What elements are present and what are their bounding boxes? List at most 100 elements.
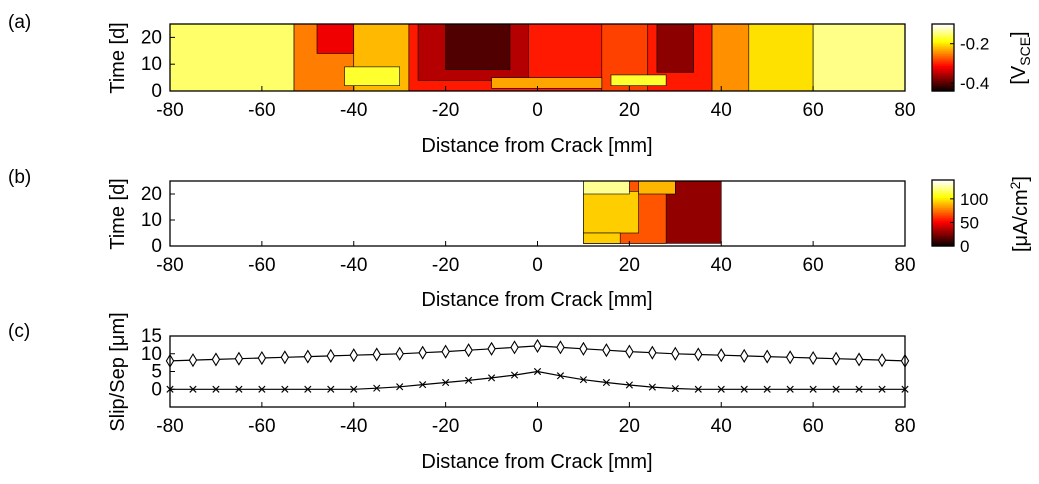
diamond-marker [441,344,450,359]
x-tick-label: -80 [156,416,183,437]
colorbar-tick-label: -0.2 [960,35,989,54]
x-marker [694,385,702,393]
x-axis-label-a: Distance from Crack [mm] [421,135,652,157]
heatmap-region [583,180,630,195]
colorbar-segment [932,224,954,227]
colorbar-segment [932,216,954,219]
diamond-marker [395,346,404,361]
x-marker [510,371,519,379]
colorbar-segment [932,221,954,224]
x-tick-label: -80 [156,255,183,276]
colorbar-segment [932,30,954,33]
colorbar-segment [932,208,954,211]
x-tick-label: -60 [248,416,275,437]
x-marker [556,372,565,380]
colorbar-segment [932,87,954,90]
diamond-marker [211,352,221,367]
colorbar-segment [932,229,954,232]
heatmap-region [344,66,400,86]
x-tick-label: -20 [432,255,459,276]
colorbar-segment [932,206,954,209]
x-tick-label: 20 [619,416,640,437]
panel-a-letter: (a) [8,12,31,33]
x-marker [579,376,588,384]
x-tick-label: 60 [803,100,824,121]
x-marker [740,385,748,393]
diamond-marker [602,343,611,358]
colorbar-segment [932,217,954,221]
colorbar-segment [932,184,954,188]
y-tick-label: 0 [151,81,162,102]
diamond-marker [487,341,496,356]
y-tick-label: 10 [141,344,162,365]
panel-b: -80 -60 -40 -20 0 20 40 60 80 0 10 20 Distance fro… [107,176,1032,311]
colorbar-label-b: [μA/cm2] [1007,176,1032,252]
colorbar-segment [932,67,954,70]
colorbar-segment [932,27,954,30]
y-tick-label: 10 [141,54,162,75]
colorbar-b [932,180,954,247]
x-marker [533,367,542,376]
colorbar-segment [932,188,954,191]
colorbar-frame-b [931,179,955,247]
colorbar-segment [932,236,954,239]
colorbar-segment [932,231,954,234]
heatmap-region [638,180,676,195]
colorbar-segment [932,209,954,212]
y-axis-label-b: Time [d] [107,178,129,250]
colorbar-tick-label: 100 [960,190,988,209]
x-marker [763,385,771,393]
heatmap-a [169,23,906,92]
x-marker [625,381,633,389]
colorbar-segment [932,34,954,37]
y-tick-label: 20 [141,184,162,205]
colorbar-segment [932,227,954,231]
panel-a: -80 -60 -40 -20 0 20 40 60 80 0 10 20 Distance fro… [107,22,1033,157]
colorbar-tick-label: 0 [960,237,969,256]
colorbar-segment [932,213,954,216]
colorbar-segment [932,32,954,35]
colorbar-segment [932,226,954,229]
diamond-marker [762,349,772,364]
y-tick-label: 5 [151,362,162,383]
colorbar-segment [932,211,954,214]
diamond-marker [854,352,864,367]
x-tick-label: 20 [619,255,640,276]
x-tick-label: 40 [711,416,732,437]
x-axis-label-b: Distance from Crack [mm] [421,289,652,311]
x-marker [832,385,840,393]
colorbar-segment [932,47,954,50]
colorbar-segment [932,194,954,198]
x-tick-label: 40 [711,255,732,276]
x-marker [648,383,656,391]
colorbar-segment [932,232,954,236]
diamond-marker [349,348,358,363]
x-tick-label: 80 [894,255,915,276]
y-tick-label: 20 [141,27,162,48]
x-marker [878,385,886,393]
diamond-marker [739,348,749,363]
y-tick-label: 15 [141,326,162,347]
colorbar-segment [932,196,954,199]
x-marker [442,378,450,387]
line-plot-c [165,338,910,393]
diamond-marker [510,340,519,355]
axes-frame-b [169,180,906,247]
x-marker [189,385,197,393]
colorbar-segment [932,189,954,193]
diamond-marker [556,340,565,355]
colorbar-segment [932,42,954,45]
x-marker [281,385,289,393]
heatmap-region [445,23,511,70]
colorbar-segment [932,84,954,87]
x-tick-label: -20 [432,416,459,437]
colorbar-segment [932,239,954,242]
x-tick-label: -40 [340,255,367,276]
colorbar-segment [932,59,954,62]
diamond-marker [671,346,680,361]
x-marker [373,384,381,392]
x-marker [487,374,496,382]
x-marker [465,376,473,384]
colorbar-segment [932,79,954,82]
